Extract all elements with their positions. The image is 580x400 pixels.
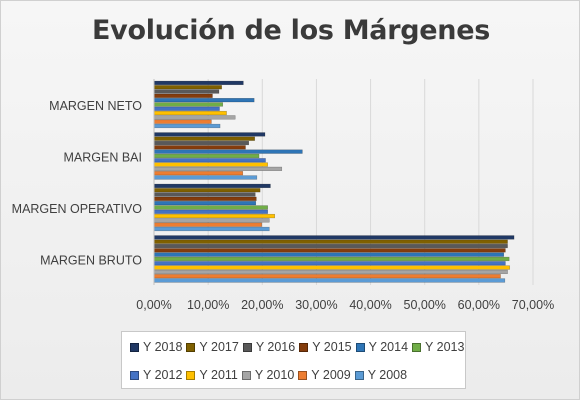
bar [153,119,212,124]
bar [153,235,515,240]
bar [153,175,258,180]
bar [153,102,224,107]
bar [153,171,244,176]
legend-item: Y 2011 [186,368,238,382]
legend-row: Y 2012 Y 2011 Y 2010 Y 2009 Y 2008 [130,365,465,385]
legend-swatch [186,342,196,352]
bar [153,115,236,120]
bar [153,269,508,274]
category-label: MARGEN OPERATIVO [12,202,143,216]
legend-label: Y 2012 [143,368,183,382]
legend-label: Y 2009 [311,368,351,382]
bar [153,132,266,137]
legend-swatch [299,342,309,352]
legend-label: Y 2013 [425,340,465,354]
bar [153,209,268,214]
bar [153,162,268,167]
legend-swatch [242,342,252,352]
legend-item: Y 2018 [130,340,182,354]
bar [153,188,261,193]
legend-item: Y 2008 [354,368,408,382]
bar [153,80,244,86]
x-tick-label: 70,00% [512,298,554,312]
legend-swatch [186,370,196,380]
bar [153,248,506,253]
bar [153,89,220,94]
bar [153,166,283,171]
legend: Y 2018 Y 2017 Y 2016 Y 2015 Y 2014 Y 2013 Y 2… [121,331,466,389]
bar [153,278,506,283]
bars [153,80,515,283]
bar [153,222,262,227]
legend-item: Y 2016 [242,340,296,354]
bar [153,110,227,116]
legend-label: Y 2011 [199,368,238,382]
bar [153,243,508,249]
bar [153,145,246,150]
legend-item: Y 2015 [299,340,352,354]
legend-item: Y 2014 [355,340,409,354]
bar [153,218,270,223]
x-tick-label: 10,00% [187,298,229,312]
legend-item: Y 2009 [298,368,351,382]
bar [153,196,257,201]
legend-item: Y 2017 [186,340,239,354]
legend-swatch [355,342,365,352]
bar [153,192,256,197]
plot-area: 0,00% 10,00% 20,00% 30,00% 40,00% 50,00% 60,00… [12,79,554,312]
bar [153,153,260,159]
legend-swatch [412,342,422,352]
bar [153,123,221,129]
bar [153,213,275,219]
legend-swatch [298,370,308,380]
legend-label: Y 2008 [367,368,408,382]
legend-label: Y 2014 [368,340,409,354]
bar [153,274,501,279]
bar [153,136,255,141]
category-label: MARGEN NETO [49,99,142,113]
bar [153,183,271,189]
legend-swatch [130,370,139,380]
bar [153,85,222,90]
bar [153,93,213,98]
legend-label: Y 2018 [143,340,183,354]
x-tick-label: 50,00% [404,298,446,312]
bar [153,106,220,111]
legend-item: Y 2010 [241,368,295,382]
x-tick-label: 0,00% [136,298,171,312]
bar [153,205,268,210]
legend-item: Y 2013 [412,340,464,354]
legend-item: Y 2012 [130,368,182,382]
bar [153,239,508,244]
bar [153,158,266,163]
x-tick-label: 20,00% [241,298,283,312]
legend-label: Y 2017 [199,340,239,354]
bar [153,149,303,154]
chart-title: Evolución de los Márgenes [92,15,490,46]
legend-label: Y 2010 [254,368,295,382]
bar [153,256,510,262]
axes: 0,00% 10,00% 20,00% 30,00% 40,00% 50,00% 60,00… [12,79,554,312]
category-label: MARGEN BAI [64,150,143,164]
x-tick-label: 40,00% [349,298,391,312]
legend-swatch [241,370,251,380]
legend-label: Y 2016 [255,340,296,354]
category-label: MARGEN BRUTO [40,253,142,267]
legend-swatch [130,342,139,352]
x-tick-label: 60,00% [458,298,500,312]
bar [153,261,506,266]
bar [153,252,505,257]
legend-swatch [354,370,364,380]
bar [153,265,510,270]
x-tick-label: 30,00% [295,298,337,312]
bar [153,226,270,232]
bar [153,201,257,206]
bar [153,98,255,103]
legend-label: Y 2015 [312,340,352,354]
bar [153,140,249,146]
legend-row: Y 2018 Y 2017 Y 2016 Y 2015 Y 2014 Y 2013 [130,337,465,357]
